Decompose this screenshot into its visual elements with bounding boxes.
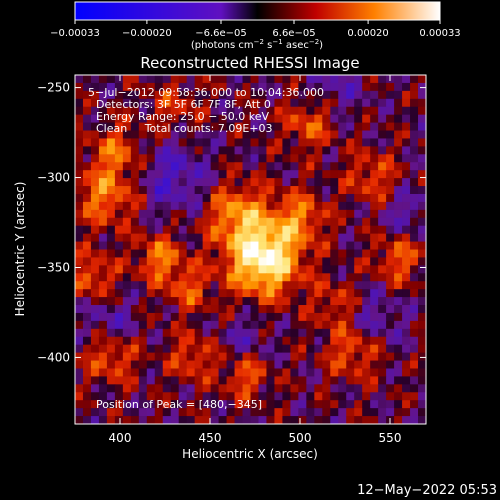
- colorbar-tick-label: −0.00020: [122, 28, 172, 39]
- colorbar-tick-label: −0.00033: [50, 28, 100, 39]
- x-tick-label: 450: [199, 431, 222, 445]
- colorbar-tick-label: 0.00033: [419, 28, 460, 39]
- x-tick-label: 500: [289, 431, 312, 445]
- y-tick-label: −300: [37, 171, 70, 185]
- colorbar-ticks: −0.00033 −0.00020 −6.6e−05 6.6e−05 0.00020 0.…: [50, 20, 461, 39]
- peak-position-label: Position of Peak = [480,−345]: [96, 398, 262, 411]
- heatmap-image: [75, 75, 426, 424]
- axis-ticks: 400 450 500 550 −250 −300 −350 −400: [37, 75, 426, 445]
- colorbar-unit-label: (photons cm−2 s−1 asec−2): [191, 38, 323, 51]
- colorbar-tick-label: 0.00020: [347, 28, 388, 39]
- x-tick-label: 400: [109, 431, 132, 445]
- colorbar-tick-label: 6.6e−05: [272, 28, 315, 39]
- annotation-clean-counts: Clean Total counts: 7.09E+03: [96, 122, 273, 135]
- colorbar: [74, 1, 441, 21]
- y-tick-label: −400: [37, 350, 70, 364]
- annotation-energy-range: Energy Range: 25.0 − 50.0 keV: [96, 110, 270, 123]
- y-tick-label: −250: [37, 81, 70, 95]
- colorbar-tick-label: −6.6e−05: [195, 28, 247, 39]
- footer-timestamp: 12−May−2022 05:53: [357, 483, 497, 498]
- y-tick-label: −350: [37, 260, 70, 274]
- x-tick-label: 550: [379, 431, 402, 445]
- plot-frame: [74, 74, 427, 425]
- annotation-time-range: 5−Jul−2012 09:58:36.000 to 10:04:36.000: [88, 86, 324, 99]
- annotation-detectors: Detectors: 3F 5F 6F 7F 8F, Att 0: [96, 98, 271, 111]
- x-axis-label: Heliocentric X (arcsec): [182, 447, 318, 461]
- y-axis-label: Heliocentric Y (arcsec): [13, 182, 27, 317]
- chart-title: Reconstructed RHESSI Image: [140, 54, 359, 72]
